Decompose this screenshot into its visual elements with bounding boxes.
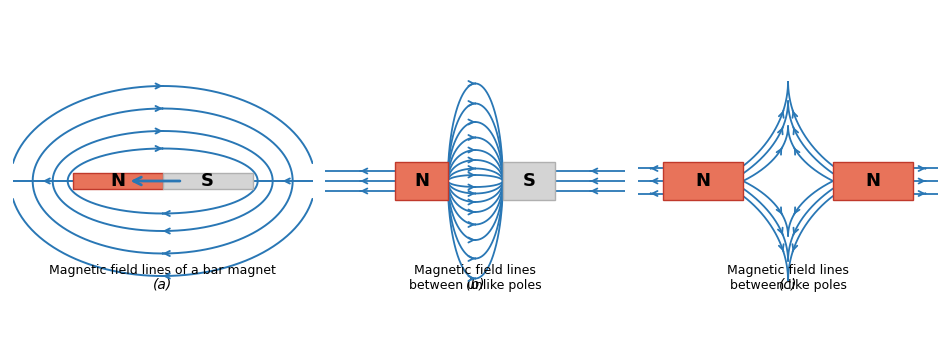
- Bar: [833, 162, 912, 200]
- Bar: [663, 162, 742, 200]
- Text: N: N: [413, 172, 429, 190]
- Text: Magnetic field lines of a bar magnet: Magnetic field lines of a bar magnet: [49, 264, 276, 277]
- Text: Magnetic field lines
between unlike poles: Magnetic field lines between unlike pole…: [409, 264, 541, 291]
- Text: S: S: [201, 172, 214, 190]
- Bar: [502, 162, 555, 200]
- Text: (b): (b): [465, 277, 484, 291]
- Text: (c): (c): [778, 277, 797, 291]
- Text: N: N: [110, 172, 125, 190]
- Bar: [162, 173, 252, 189]
- Text: N: N: [865, 172, 880, 190]
- Text: N: N: [695, 172, 710, 190]
- Text: (a): (a): [153, 277, 172, 291]
- Bar: [395, 162, 447, 200]
- Text: S: S: [522, 172, 535, 190]
- Bar: [73, 173, 162, 189]
- Text: Magnetic field lines
between like poles: Magnetic field lines between like poles: [726, 264, 848, 291]
